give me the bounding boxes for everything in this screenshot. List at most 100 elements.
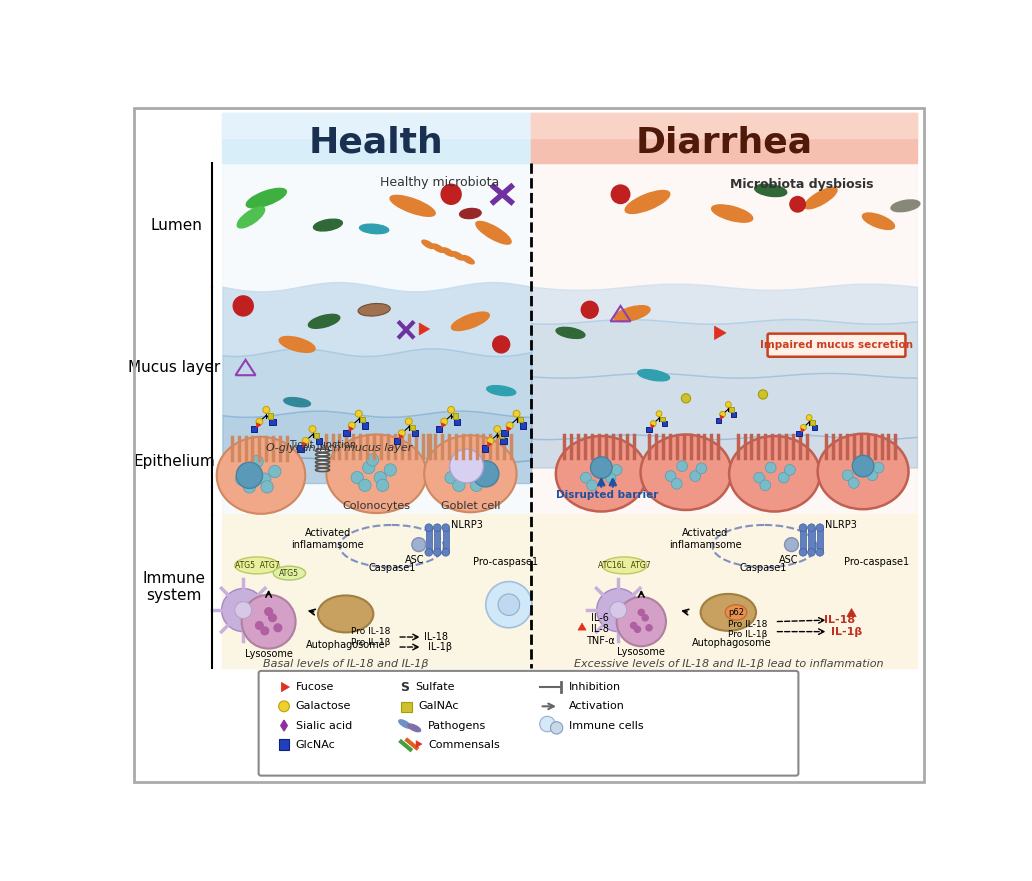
- Circle shape: [233, 296, 253, 316]
- Circle shape: [441, 418, 448, 426]
- Bar: [454, 418, 460, 425]
- Bar: [498, 433, 504, 438]
- Circle shape: [469, 471, 480, 484]
- Circle shape: [646, 625, 652, 631]
- Bar: [223, 514, 917, 668]
- Ellipse shape: [217, 437, 305, 514]
- Circle shape: [617, 597, 666, 647]
- Circle shape: [425, 549, 432, 556]
- Circle shape: [873, 463, 883, 473]
- Polygon shape: [282, 683, 289, 692]
- Circle shape: [412, 537, 426, 552]
- Circle shape: [766, 463, 776, 473]
- Ellipse shape: [318, 596, 374, 633]
- Circle shape: [852, 455, 874, 477]
- Ellipse shape: [326, 434, 426, 513]
- Text: Lysosome: Lysosome: [245, 649, 293, 659]
- Text: Pathogens: Pathogens: [428, 721, 486, 730]
- Bar: [426, 528, 431, 552]
- Text: IL-6
IL-8
TNF-α: IL-6 IL-8 TNF-α: [586, 612, 615, 646]
- Bar: [800, 528, 806, 552]
- Ellipse shape: [459, 209, 481, 218]
- Circle shape: [816, 524, 824, 531]
- Circle shape: [425, 524, 432, 531]
- Ellipse shape: [556, 436, 647, 512]
- Text: ASC: ASC: [779, 555, 799, 565]
- Circle shape: [494, 426, 501, 433]
- Ellipse shape: [817, 433, 908, 509]
- Polygon shape: [651, 425, 654, 428]
- Circle shape: [448, 406, 454, 413]
- Text: GalNAc: GalNAc: [418, 701, 458, 711]
- Ellipse shape: [754, 184, 786, 196]
- Bar: [518, 418, 523, 422]
- Ellipse shape: [863, 213, 895, 229]
- Text: IL-1β: IL-1β: [831, 626, 862, 637]
- Circle shape: [471, 479, 483, 492]
- Circle shape: [473, 461, 498, 487]
- Ellipse shape: [234, 557, 280, 574]
- Ellipse shape: [408, 724, 421, 732]
- Bar: [482, 446, 488, 452]
- Circle shape: [268, 465, 281, 478]
- Circle shape: [450, 449, 483, 483]
- Circle shape: [302, 438, 309, 444]
- Circle shape: [506, 422, 513, 429]
- Text: Excessive levels of IL-18 and IL-1β lead to inflammation: Excessive levels of IL-18 and IL-1β lead…: [574, 659, 883, 669]
- Circle shape: [689, 470, 701, 482]
- Circle shape: [806, 415, 812, 420]
- Bar: [223, 164, 531, 668]
- Text: IL-1β: IL-1β: [428, 642, 452, 652]
- Circle shape: [406, 418, 412, 425]
- Text: Healthy microbiota: Healthy microbiota: [380, 176, 499, 189]
- Circle shape: [222, 589, 265, 632]
- Bar: [279, 739, 289, 751]
- Bar: [297, 446, 303, 452]
- Bar: [251, 426, 257, 433]
- Circle shape: [445, 471, 457, 484]
- Ellipse shape: [725, 604, 747, 620]
- Text: Activated
inflamamsome: Activated inflamamsome: [292, 529, 364, 550]
- Text: NLRP3: NLRP3: [451, 521, 483, 530]
- Ellipse shape: [891, 200, 920, 211]
- Bar: [344, 430, 350, 436]
- Ellipse shape: [487, 386, 516, 396]
- Text: Caspase1: Caspase1: [368, 563, 416, 573]
- Bar: [531, 114, 917, 138]
- Circle shape: [377, 479, 389, 492]
- Bar: [660, 417, 665, 421]
- Circle shape: [550, 722, 562, 734]
- Bar: [501, 438, 507, 444]
- Circle shape: [760, 480, 771, 491]
- Bar: [715, 418, 720, 423]
- Bar: [797, 431, 802, 436]
- Bar: [223, 114, 531, 164]
- Text: Sulfate: Sulfate: [415, 682, 454, 692]
- Circle shape: [433, 524, 441, 531]
- Polygon shape: [801, 428, 805, 433]
- Circle shape: [384, 463, 396, 476]
- Circle shape: [672, 478, 682, 489]
- Text: Pro-caspase1: Pro-caspase1: [844, 557, 909, 566]
- Circle shape: [251, 455, 263, 468]
- Ellipse shape: [316, 469, 329, 471]
- Text: Commensals: Commensals: [428, 740, 499, 750]
- FancyBboxPatch shape: [768, 334, 905, 357]
- Bar: [812, 425, 817, 430]
- Polygon shape: [419, 323, 429, 335]
- Text: S: S: [400, 680, 410, 693]
- Circle shape: [309, 426, 316, 433]
- Text: IL-18: IL-18: [424, 632, 448, 642]
- Ellipse shape: [602, 557, 647, 574]
- Text: Pro-caspase1: Pro-caspase1: [473, 557, 538, 566]
- Ellipse shape: [247, 189, 286, 208]
- Text: Impaired mucus secretion: Impaired mucus secretion: [760, 340, 912, 350]
- Circle shape: [263, 406, 269, 413]
- Bar: [443, 528, 449, 552]
- Text: ATG5: ATG5: [280, 568, 299, 578]
- Circle shape: [478, 463, 490, 476]
- Text: Diarrhea: Diarrhea: [635, 126, 812, 159]
- Text: Epithelium: Epithelium: [133, 454, 215, 469]
- Circle shape: [398, 430, 406, 437]
- Ellipse shape: [359, 224, 389, 233]
